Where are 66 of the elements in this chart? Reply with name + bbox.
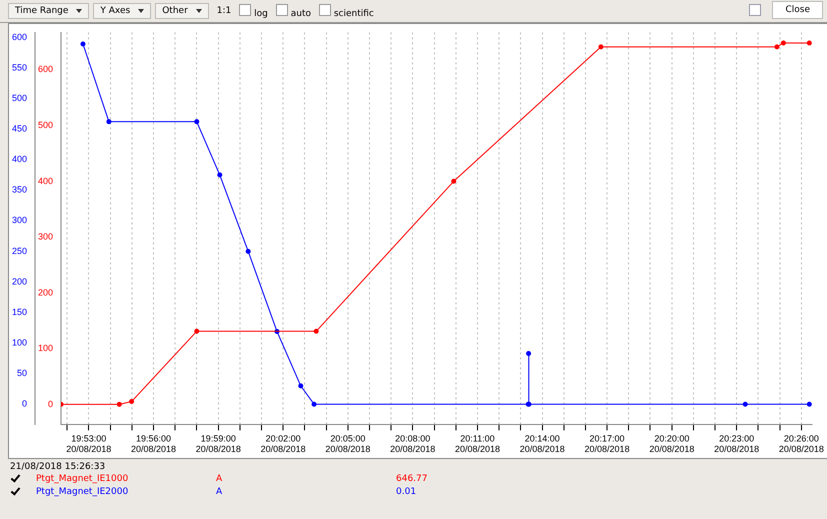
y-tick-label: 150 — [12, 306, 28, 317]
y-tick-label: 500 — [12, 92, 28, 103]
text: Close — [772, 1, 823, 19]
point — [806, 40, 812, 46]
text: Ptgt_Magnet_IE2000 — [36, 486, 130, 496]
x-tick-label: 20:11:00 20/08/2018 — [454, 433, 500, 454]
text: A — [216, 486, 224, 496]
x-tick-label: 19:53:00 20/08/2018 — [66, 433, 112, 454]
y-tick-label: 250 — [12, 246, 28, 256]
x-tick-label: 20:20:00 20/08/2018 — [649, 433, 694, 454]
point — [774, 44, 780, 50]
text: auto — [290, 8, 311, 18]
text: Time Range — [15, 6, 68, 16]
y-tick-label: 400 — [12, 154, 28, 164]
text: 646.77 — [396, 474, 428, 484]
text: 0.01 — [396, 486, 416, 496]
y-tick-label: 550 — [12, 62, 28, 72]
point — [116, 402, 122, 407]
point — [217, 172, 222, 178]
y-tick-label: 200 — [12, 276, 28, 286]
x-tick-label: 20:05:00 20/08/2018 — [325, 433, 370, 454]
point — [312, 402, 317, 407]
x-tick-label: 20:26:00 20/08/2018 — [778, 433, 824, 454]
point — [246, 248, 251, 254]
point — [451, 178, 456, 184]
y-tick-label: 300 — [12, 215, 28, 226]
y2-tick-label: 0 — [48, 398, 54, 409]
text: 1:1 — [216, 6, 232, 16]
y2-tick-label: 100 — [38, 343, 54, 354]
text: Other — [162, 6, 188, 16]
y2-tick-label: 200 — [38, 287, 54, 298]
text: log — [253, 8, 268, 18]
y-tick-label: 100 — [12, 338, 28, 348]
x-tick-label: 20:23:00 20/08/2018 — [714, 433, 760, 454]
point — [80, 42, 86, 47]
point — [314, 328, 319, 334]
point — [780, 40, 786, 46]
y-tick-label: 600 — [12, 32, 28, 42]
y-tick-label: 50 — [17, 368, 28, 378]
point — [194, 328, 200, 334]
y-tick-label: 350 — [12, 184, 28, 195]
text: A — [216, 474, 224, 484]
y2-tick-label: 300 — [38, 232, 54, 242]
point — [106, 119, 112, 124]
x-tick-label: 19:56:00 20/08/2018 — [131, 433, 176, 454]
point — [298, 383, 304, 388]
y-tick-label: 0 — [22, 398, 28, 409]
x-tick-label: 20:17:00 20/08/2018 — [584, 433, 630, 454]
point — [598, 44, 604, 50]
text: scientific — [332, 8, 374, 18]
point — [742, 402, 748, 407]
x-tick-label: 20:02:00 20/08/2018 — [260, 433, 306, 454]
point — [194, 119, 200, 124]
text: Y Axes — [100, 6, 130, 16]
y2-tick-label: 400 — [38, 176, 54, 186]
point — [806, 402, 812, 407]
y-tick-label: 450 — [12, 124, 28, 134]
y2-tick-label: 500 — [38, 120, 54, 130]
x-tick-label: 19:59:00 20/08/2018 — [196, 433, 241, 454]
text: 21/08/2018 15:26:33 — [10, 462, 106, 472]
y2-tick-label: 600 — [38, 64, 54, 74]
x-tick-label: 20:08:00 20/08/2018 — [390, 433, 436, 454]
x-tick-label: 20:14:00 20/08/2018 — [520, 433, 565, 454]
text: Ptgt_Magnet_IE1000 — [36, 474, 130, 484]
point — [129, 399, 134, 404]
point — [526, 350, 532, 356]
